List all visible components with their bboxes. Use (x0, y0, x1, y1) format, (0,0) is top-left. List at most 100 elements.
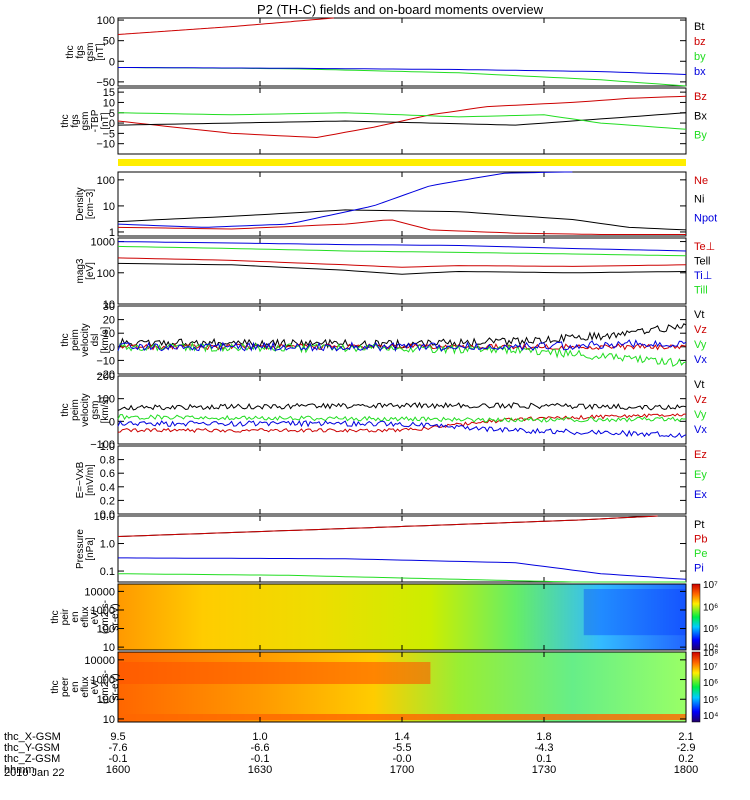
legend-temp-1: Tell (694, 256, 711, 268)
y-axis-label: peim (70, 329, 81, 351)
footer-value: -6.6 (251, 742, 270, 754)
y-tick-label: −5 (102, 128, 115, 140)
y-axis-label: sr-eV) (110, 603, 121, 630)
footer-value: -0.1 (251, 753, 270, 765)
footer-row-label: thc_Y-GSM (4, 742, 60, 754)
legend-pressure-1: Pb (694, 534, 707, 546)
y-axis-label: thc (50, 680, 61, 693)
y-axis-label: [nPa] (85, 537, 96, 561)
y-tick-label: −100 (90, 439, 115, 451)
legend-density-0: Ne (694, 175, 708, 187)
colorbar (691, 583, 701, 651)
legend-pressure-0: Pt (694, 519, 704, 531)
y-axis-label: eflux (80, 606, 91, 627)
legend-efield-2: Ex (694, 489, 707, 501)
y-axis-label: fgs (75, 45, 86, 58)
y-tick-label: 10 (103, 642, 115, 654)
colorbar-label: 10⁵ (703, 695, 718, 706)
legend-fgs-tbp-2: By (694, 130, 707, 142)
footer-value: 2.1 (678, 731, 693, 743)
panel-pressure: 10.0 1.0 0.1 Pressure [nPa] Pt Pb Pe Pi (75, 511, 707, 583)
y-axis-label: mag3 (75, 258, 86, 283)
panel-peer-spec: 10⁸ 10⁷ 10⁶ 10⁵ 10⁴ 10000 1000 100 10 thc peer en ef… (50, 648, 718, 726)
y-axis-label: en (70, 611, 81, 622)
series-line-vel-dsl-2 (117, 341, 687, 367)
y-tick-label: 10 (103, 714, 115, 726)
colorbar-label: 10⁴ (703, 643, 718, 654)
legend-vel-dsl-3: Vx (694, 354, 707, 366)
series-line-pressure-3 (118, 557, 687, 580)
y-tick-label: 30 (103, 301, 115, 313)
legend-temp-2: Ti⊥ (694, 270, 712, 282)
panel-frame (117, 171, 687, 237)
y-tick-label: 1.0 (100, 441, 115, 453)
footer-row-label: thc_X-GSM (4, 731, 61, 743)
y-tick-label: 100 (97, 15, 115, 27)
series-line-fgs-gse-1 (117, 17, 334, 35)
y-axis-label: [km/s] (100, 396, 111, 423)
footer-value: -5.5 (393, 742, 412, 754)
footer-value: -0.0 (393, 753, 412, 765)
y-axis-label: -TBP (90, 109, 101, 132)
y-tick-label: 10 (103, 328, 115, 340)
y-axis-label: sr-eV) (110, 673, 121, 700)
legend-vel-gsm-2: Vy (694, 409, 707, 421)
series-line-density-0 (117, 219, 686, 235)
footer-value: 1.0 (252, 731, 267, 743)
y-axis-label: thc (50, 610, 61, 623)
y-tick-label: 1.0 (100, 539, 115, 551)
y-tick-label: 100 (97, 694, 115, 706)
y-axis-label: gsm (90, 401, 101, 420)
low-flux-region (583, 589, 686, 636)
y-axis-label: peir (60, 608, 71, 625)
y-tick-label: 0.8 (100, 455, 115, 467)
series-line-pressure-2 (117, 573, 686, 583)
y-axis-label: [eV] (85, 262, 96, 280)
y-tick-label: −10 (96, 139, 115, 151)
colorbar-label: 10⁵ (703, 624, 718, 635)
colorbar-label: 10⁶ (703, 602, 718, 613)
footer-value: 1.8 (536, 731, 551, 743)
y-tick-label: −10 (96, 355, 115, 367)
quality-flag-bar (118, 159, 686, 166)
panel-vel-gsm: 200 100 0 −100 thc peim velocity gsm [km/s] Vt Vz V… (60, 371, 707, 451)
y-tick-label: 0.6 (100, 468, 115, 480)
y-axis-label: gsm (85, 43, 96, 62)
series-line-density-1 (117, 209, 687, 231)
footer-value: 0.1 (536, 753, 551, 765)
panel-fgs-gse: 100 50 0 −50 thc fgs gsm [nT] Bt bz by bx (65, 15, 706, 89)
colorbar-label: 10⁸ (703, 648, 718, 659)
legend-vel-dsl-0: Vt (694, 309, 704, 321)
y-tick-label: 0.1 (100, 566, 115, 578)
footer-row-label: hhmm (4, 764, 35, 776)
legend-fgs-gse-0: Bt (694, 21, 704, 33)
legend-fgs-tbp-0: Bz (694, 91, 707, 103)
y-tick-label: 1 (109, 227, 115, 239)
legend-vel-gsm-3: Vx (694, 424, 707, 436)
y-tick-label: 100 (97, 624, 115, 636)
y-tick-label: 0.2 (100, 495, 115, 507)
y-tick-label: 0.4 (100, 482, 115, 494)
y-axis-label: eV/ (90, 679, 101, 694)
y-axis-label: thc (60, 114, 71, 127)
y-axis-label: E=−VxB (75, 461, 86, 498)
y-axis-label: peim (70, 399, 81, 421)
series-line-vel-dsl-1 (117, 342, 687, 351)
footer-value: 1730 (532, 764, 556, 776)
footer-value: -0.1 (109, 753, 128, 765)
y-axis-label: eV/ (90, 609, 101, 624)
series-line-temp-0 (117, 257, 687, 268)
y-axis-label: [mV/m] (85, 464, 96, 496)
series-line-fgs-tbp-2 (117, 112, 687, 130)
series-line-pressure-1 (117, 515, 658, 537)
y-tick-label: −20 (96, 369, 115, 381)
y-tick-label: 15 (103, 87, 115, 99)
legend-temp-0: Te⊥ (694, 241, 715, 253)
legend-density-2: Npot (694, 212, 717, 224)
y-axis-label: velocity (80, 393, 91, 426)
y-axis-label: dsl (90, 334, 101, 347)
y-axis-label: thc (60, 333, 71, 346)
footer-row-label: thc_Z-GSM (4, 753, 60, 765)
